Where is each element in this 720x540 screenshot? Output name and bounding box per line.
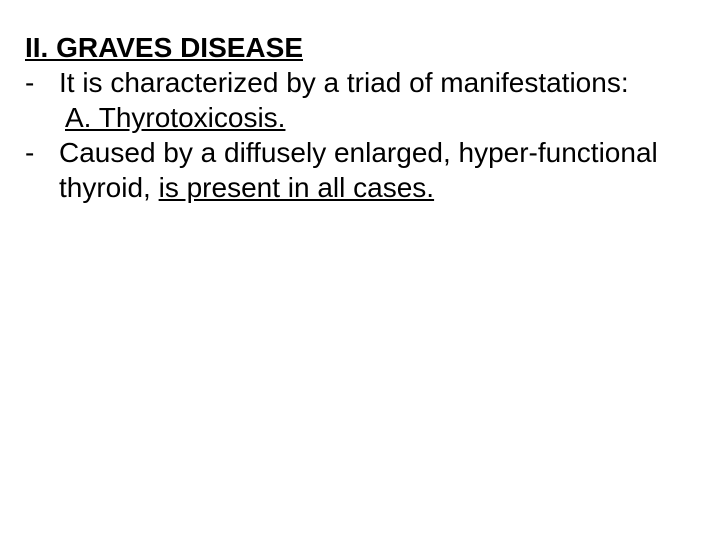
bullet-item: - Caused by a diffusely enlarged, hyper-…: [25, 135, 700, 205]
heading: II. GRAVES DISEASE: [25, 30, 700, 65]
bullet-text-underlined: is present in all cases.: [159, 172, 434, 203]
bullet-marker: -: [25, 65, 59, 100]
bullet-item: A. Thyrotoxicosis.: [25, 100, 700, 135]
bullet-marker: -: [25, 135, 59, 205]
heading-text: II. GRAVES DISEASE: [25, 32, 303, 63]
bullet-text: It is characterized by a triad of manife…: [59, 65, 700, 100]
bullet-text: Caused by a diffusely enlarged, hyper-fu…: [59, 135, 700, 205]
bullet-marker: [25, 100, 59, 135]
bullet-text: A. Thyrotoxicosis.: [59, 100, 700, 135]
bullet-item: - It is characterized by a triad of mani…: [25, 65, 700, 100]
slide: II. GRAVES DISEASE - It is characterized…: [0, 0, 720, 540]
